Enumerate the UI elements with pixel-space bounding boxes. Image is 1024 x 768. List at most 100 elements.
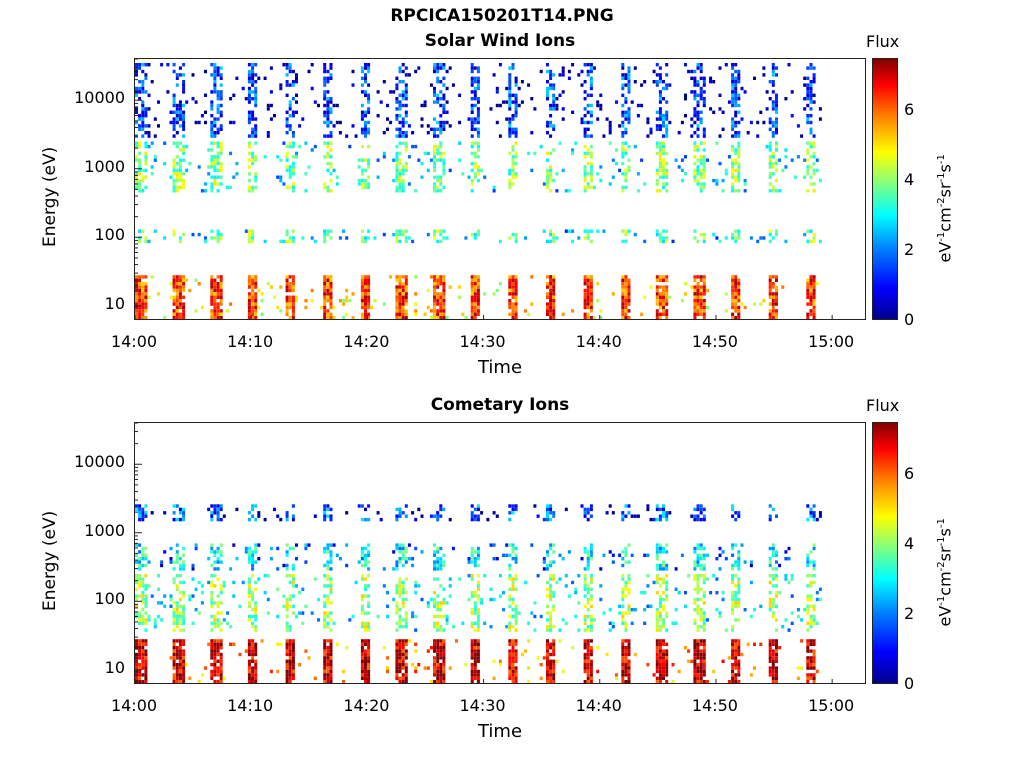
heatmap-cell bbox=[323, 66, 327, 70]
heatmap-cell bbox=[586, 652, 590, 657]
heatmap-cell bbox=[624, 131, 628, 135]
heatmap-cell bbox=[439, 305, 443, 310]
heatmap-cell bbox=[210, 120, 214, 125]
heatmap-cell bbox=[367, 652, 371, 657]
heatmap-cell bbox=[514, 292, 518, 296]
heatmap-cell bbox=[310, 611, 314, 615]
heatmap-cell bbox=[291, 295, 295, 299]
heatmap-cell bbox=[549, 319, 552, 320]
heatmap-cell bbox=[775, 93, 778, 97]
heatmap-cell bbox=[731, 86, 735, 91]
heatmap-cell bbox=[731, 97, 735, 101]
heatmap-cell bbox=[775, 309, 778, 313]
heatmap-cell bbox=[169, 597, 173, 602]
heatmap-cell bbox=[602, 553, 606, 557]
heatmap-cell bbox=[473, 560, 477, 564]
heatmap-cell bbox=[433, 649, 436, 653]
heatmap-cell bbox=[445, 100, 449, 104]
heatmap-cell bbox=[429, 680, 433, 683]
heatmap-cell bbox=[175, 305, 179, 310]
heatmap-cell bbox=[404, 144, 408, 149]
heatmap-cell bbox=[401, 639, 405, 643]
heatmap-cell bbox=[436, 594, 440, 598]
heatmap-cell bbox=[364, 76, 367, 80]
heatmap-cell bbox=[514, 316, 518, 319]
heatmap-cell bbox=[436, 621, 440, 625]
heatmap-cell bbox=[627, 659, 631, 663]
heatmap-cell bbox=[360, 185, 364, 190]
heatmap-cell bbox=[702, 614, 706, 619]
heatmap-cell bbox=[508, 669, 512, 674]
heatmap-cell bbox=[210, 236, 214, 240]
heatmap-cell bbox=[251, 574, 255, 578]
heatmap-cell bbox=[655, 302, 659, 306]
heatmap-cell bbox=[627, 543, 631, 547]
heatmap-cell bbox=[135, 305, 138, 310]
heatmap-cell bbox=[442, 587, 446, 591]
heatmap-cell bbox=[295, 614, 298, 619]
heatmap-cell bbox=[442, 165, 446, 169]
heatmap-cell bbox=[310, 299, 314, 303]
heatmap-cell bbox=[775, 680, 778, 683]
heatmap-cell bbox=[476, 80, 480, 84]
heatmap-cell bbox=[179, 319, 182, 320]
heatmap-cell bbox=[806, 148, 810, 152]
heatmap-cell bbox=[254, 649, 258, 653]
heatmap-cell bbox=[395, 601, 399, 605]
heatmap-cell bbox=[442, 158, 446, 162]
heatmap-cell bbox=[172, 117, 176, 121]
heatmap-cell bbox=[699, 652, 703, 657]
heatmap-cell bbox=[737, 597, 741, 602]
heatmap-cell bbox=[696, 182, 700, 186]
heatmap-cell bbox=[326, 546, 330, 551]
heatmap-cell bbox=[768, 117, 772, 121]
heatmap-cell bbox=[586, 275, 590, 279]
heatmap-cell bbox=[696, 666, 700, 670]
colorbar-tick-label: 6 bbox=[904, 100, 915, 120]
heatmap-cell bbox=[254, 614, 258, 619]
heatmap-cell bbox=[433, 683, 436, 684]
y-tick-label: 100 bbox=[94, 225, 125, 245]
heatmap-cell bbox=[182, 302, 186, 306]
heatmap-cell bbox=[433, 161, 436, 166]
heatmap-cell bbox=[470, 560, 474, 564]
heatmap-cell bbox=[731, 80, 735, 84]
heatmap-cell bbox=[589, 161, 593, 166]
heatmap-cell bbox=[812, 656, 816, 660]
heatmap-cell bbox=[436, 93, 440, 97]
heatmap-cell bbox=[367, 601, 371, 605]
heatmap-cell bbox=[552, 646, 556, 650]
heatmap-cell bbox=[702, 141, 706, 145]
heatmap-cell bbox=[621, 319, 624, 320]
heatmap-cell bbox=[589, 144, 593, 149]
heatmap-cell bbox=[778, 158, 782, 162]
heatmap-cell bbox=[812, 134, 816, 138]
heatmap-cell bbox=[583, 546, 587, 551]
heatmap-cell bbox=[141, 621, 145, 625]
heatmap-cell bbox=[288, 646, 292, 650]
heatmap-cell bbox=[175, 625, 179, 629]
heatmap-cell bbox=[561, 618, 565, 622]
heatmap-cell bbox=[135, 288, 138, 293]
heatmap-cell bbox=[285, 299, 289, 303]
x-tick-label: 14:50 bbox=[691, 332, 738, 351]
heatmap-cell bbox=[731, 611, 735, 615]
heatmap-cell bbox=[655, 676, 659, 680]
heatmap-cell bbox=[586, 110, 590, 114]
heatmap-cell bbox=[737, 69, 741, 74]
heatmap-cell bbox=[684, 282, 687, 286]
heatmap-cell bbox=[182, 676, 186, 680]
heatmap-cell bbox=[589, 659, 593, 663]
heatmap-cell bbox=[737, 295, 741, 299]
heatmap-cell bbox=[715, 141, 719, 145]
heatmap-cell bbox=[291, 584, 295, 588]
heatmap-cell bbox=[583, 282, 587, 286]
heatmap-cell bbox=[248, 319, 251, 320]
heatmap-cell bbox=[590, 319, 593, 320]
heatmap-cell bbox=[163, 161, 167, 166]
heatmap-cell bbox=[470, 652, 474, 657]
heatmap-cell bbox=[589, 604, 593, 608]
heatmap-cell bbox=[803, 107, 807, 111]
heatmap-cell bbox=[621, 83, 625, 87]
heatmap-cell bbox=[549, 114, 553, 118]
